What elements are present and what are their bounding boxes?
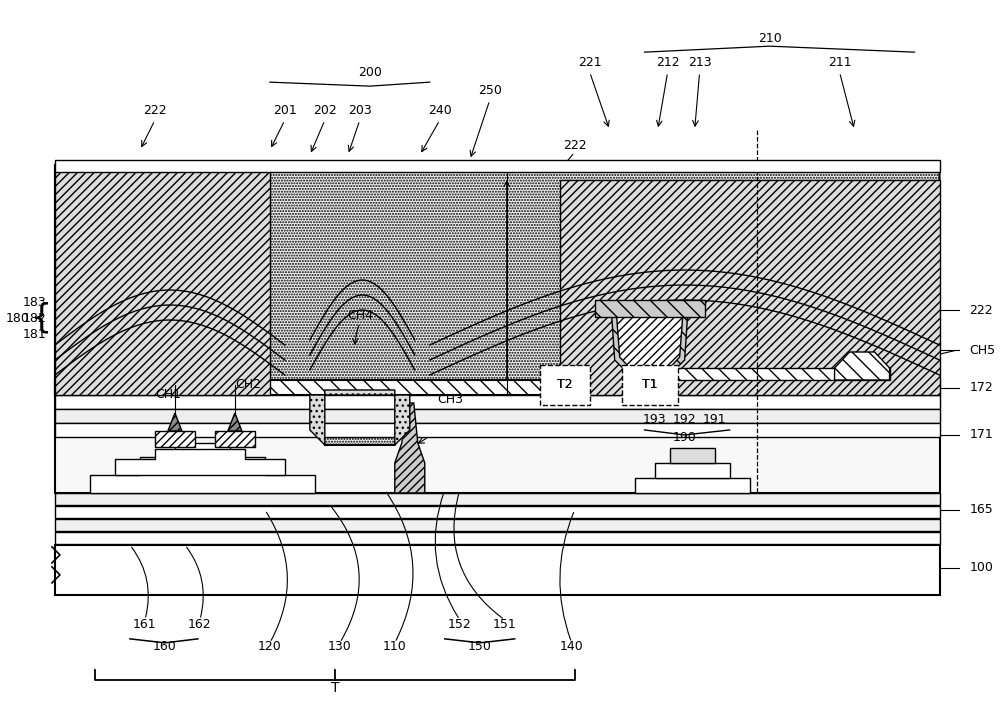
Text: 171: 171	[969, 428, 993, 442]
Text: 130: 130	[328, 640, 352, 653]
Polygon shape	[228, 413, 242, 431]
Polygon shape	[55, 423, 940, 437]
Text: 180: 180	[6, 312, 30, 324]
Polygon shape	[540, 365, 590, 405]
Text: 212: 212	[656, 56, 679, 69]
Polygon shape	[115, 449, 285, 475]
Polygon shape	[55, 380, 940, 493]
Text: 181: 181	[22, 328, 46, 341]
Text: 213: 213	[688, 56, 711, 69]
Text: 172: 172	[969, 382, 993, 394]
Polygon shape	[622, 365, 678, 405]
Polygon shape	[55, 409, 940, 423]
Polygon shape	[90, 443, 315, 493]
Text: 140: 140	[560, 640, 584, 653]
Text: 150: 150	[468, 640, 492, 653]
Polygon shape	[55, 532, 940, 544]
Polygon shape	[55, 519, 940, 531]
Polygon shape	[55, 506, 940, 518]
Polygon shape	[155, 431, 195, 447]
Text: CH2: CH2	[235, 379, 261, 392]
Text: {: {	[31, 302, 52, 334]
Text: CH4: CH4	[347, 309, 373, 321]
Text: 201: 201	[273, 103, 297, 117]
Polygon shape	[595, 300, 705, 317]
Polygon shape	[612, 315, 688, 395]
Polygon shape	[55, 545, 940, 595]
Polygon shape	[55, 380, 940, 395]
Text: 160: 160	[153, 640, 177, 653]
Text: 210: 210	[758, 32, 781, 45]
Text: T2: T2	[557, 379, 573, 392]
Text: 161: 161	[133, 618, 157, 632]
Polygon shape	[55, 493, 940, 505]
Text: 193: 193	[643, 413, 666, 426]
Text: 162: 162	[188, 618, 212, 632]
Text: 222: 222	[143, 103, 167, 117]
Text: 211: 211	[828, 56, 851, 69]
Text: 183: 183	[22, 295, 46, 309]
Polygon shape	[55, 165, 270, 395]
Polygon shape	[835, 352, 890, 380]
Text: 120: 120	[258, 640, 282, 653]
Polygon shape	[635, 478, 750, 493]
Polygon shape	[55, 160, 940, 172]
Text: 190: 190	[673, 431, 697, 445]
Polygon shape	[168, 413, 182, 431]
Text: 165: 165	[969, 503, 993, 516]
Text: 152: 152	[448, 618, 472, 632]
Text: 110: 110	[383, 640, 407, 653]
Polygon shape	[617, 317, 683, 370]
Text: 222: 222	[563, 139, 587, 152]
Text: 100: 100	[969, 561, 993, 574]
Polygon shape	[395, 403, 425, 493]
Text: T2: T2	[557, 379, 573, 392]
Polygon shape	[655, 463, 730, 478]
Text: 182: 182	[22, 312, 46, 324]
Text: T: T	[331, 681, 339, 695]
Text: 200: 200	[358, 66, 382, 79]
Text: CH5: CH5	[969, 343, 996, 357]
Text: T1: T1	[642, 379, 657, 392]
Polygon shape	[55, 165, 940, 445]
Text: 192: 192	[673, 413, 696, 426]
Text: T1: T1	[642, 379, 657, 392]
Text: CH3: CH3	[437, 394, 463, 406]
Polygon shape	[215, 431, 255, 447]
Polygon shape	[640, 368, 890, 380]
Text: 240: 240	[428, 103, 452, 117]
Text: CH1: CH1	[155, 389, 181, 401]
Text: 191: 191	[703, 413, 726, 426]
Polygon shape	[55, 395, 940, 409]
Text: 222: 222	[969, 304, 993, 316]
Text: 221: 221	[578, 56, 602, 69]
Polygon shape	[670, 448, 715, 463]
Text: 151: 151	[493, 618, 517, 632]
Text: 203: 203	[348, 103, 372, 117]
Text: 250: 250	[478, 84, 502, 96]
Text: 202: 202	[313, 103, 337, 117]
Polygon shape	[560, 180, 940, 395]
Polygon shape	[310, 390, 410, 445]
